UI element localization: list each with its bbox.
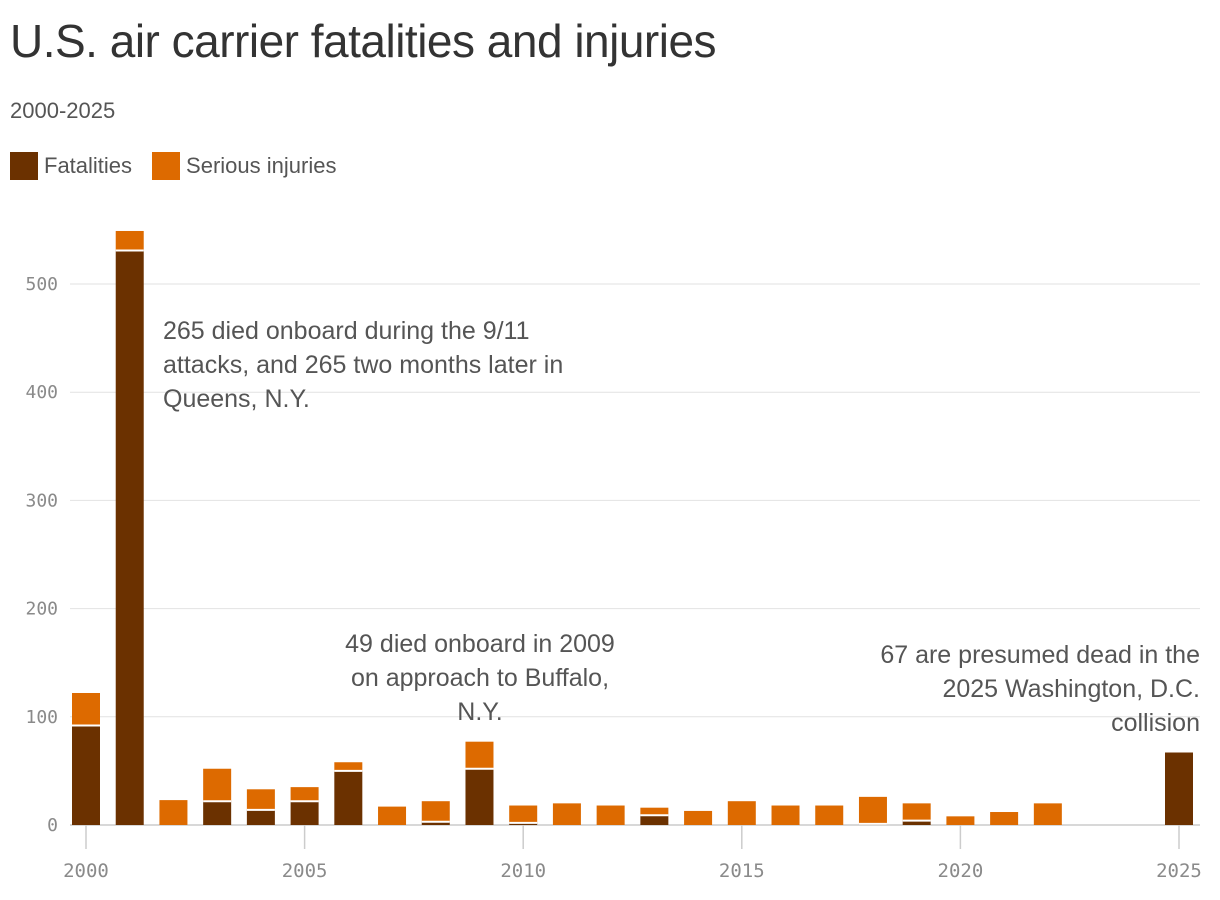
bar-serious-injuries-2002: [159, 800, 188, 825]
x-tick-label: 2000: [63, 860, 109, 882]
legend: Fatalities Serious injuries: [10, 152, 336, 180]
chart-subtitle: 2000-2025: [10, 98, 116, 123]
x-axis-ticks: 2000 2005 2010 2015 2020 2025: [63, 825, 1202, 882]
bar-serious-injuries-2014: [684, 810, 713, 825]
bar-fatalities-2005: [290, 801, 319, 825]
y-tick-label: 300: [25, 490, 58, 511]
y-tick-label: 500: [25, 274, 58, 295]
bar-serious-injuries-2015: [727, 801, 756, 825]
bar-serious-injuries-2019: [902, 803, 931, 821]
bar-serious-injuries-2010: [509, 805, 538, 823]
x-tick-label: 2010: [500, 860, 546, 882]
bar-serious-injuries-2000: [72, 692, 100, 726]
bar-serious-injuries-2021: [990, 812, 1019, 825]
bar-serious-injuries-2016: [771, 805, 800, 825]
x-tick-label: 2005: [282, 860, 328, 882]
bar-serious-injuries-2005: [290, 787, 319, 802]
bar-serious-injuries-2017: [815, 805, 844, 825]
annotation-2001: 265 died onboard during the 9/11 attacks…: [163, 317, 564, 413]
legend-swatch-fatalities: [10, 152, 38, 180]
bar-serious-injuries-2004: [246, 789, 275, 810]
bar-serious-injuries-2022: [1033, 803, 1062, 825]
bar-fatalities-2003: [203, 801, 232, 825]
bar-fatalities-2025: [1165, 752, 1193, 825]
y-tick-label: 100: [25, 707, 58, 728]
y-tick-label: 400: [25, 382, 58, 403]
legend-label-serious-injuries: Serious injuries: [186, 153, 337, 178]
bar-serious-injuries-2013: [640, 807, 669, 816]
y-axis-ticks: 0 100 200 300 400 500: [25, 274, 58, 836]
bar-serious-injuries-2012: [596, 805, 625, 825]
bar-fatalities-2004: [246, 809, 275, 825]
annotation-2009: 49 died onboard in 2009 on approach to B…: [345, 630, 615, 726]
legend-item-fatalities: Fatalities: [10, 152, 132, 180]
y-tick-label: 0: [47, 815, 58, 836]
y-tick-label: 200: [25, 599, 58, 620]
bar-fatalities-2019: [902, 820, 931, 825]
bar-serious-injuries-2003: [203, 768, 232, 802]
legend-swatch-serious-injuries: [152, 152, 181, 180]
bar-fatalities-2001: [115, 250, 144, 825]
bar-fatalities-2006: [334, 770, 363, 825]
bars: [72, 230, 1193, 825]
bar-serious-injuries-2008: [421, 801, 450, 822]
x-tick-label: 2015: [719, 860, 765, 882]
annotation-2025: 67 are presumed dead in the 2025 Washing…: [880, 641, 1200, 737]
legend-label-fatalities: Fatalities: [44, 153, 133, 178]
bar-serious-injuries-2011: [552, 803, 581, 825]
x-tick-label: 2020: [938, 860, 984, 882]
bar-serious-injuries-2006: [334, 762, 363, 771]
chart-title: U.S. air carrier fatalities and injuries: [10, 15, 717, 67]
bar-serious-injuries-2018: [858, 796, 887, 824]
bar-fatalities-2000: [72, 725, 100, 825]
bar-fatalities-2013: [640, 815, 669, 825]
bar-fatalities-2010: [509, 822, 538, 825]
bar-serious-injuries-2001: [115, 230, 144, 251]
bar-serious-injuries-2020: [946, 816, 975, 825]
bar-serious-injuries-2009: [465, 741, 494, 769]
bar-fatalities-2008: [421, 821, 450, 825]
x-tick-label: 2025: [1156, 860, 1202, 882]
bar-fatalities-2009: [465, 768, 494, 825]
legend-item-serious-injuries: Serious injuries: [152, 152, 336, 180]
bar-serious-injuries-2007: [378, 806, 407, 825]
